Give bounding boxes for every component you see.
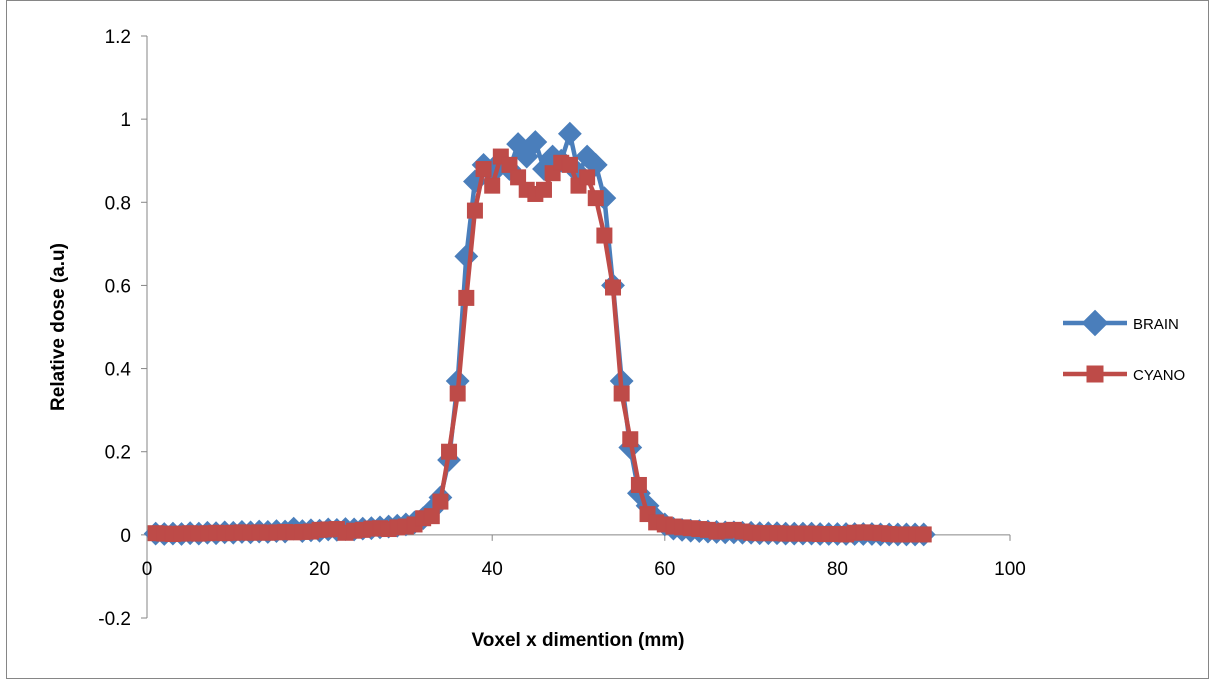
data-point [449,385,466,402]
x-tick-label: 100 [994,559,1026,580]
data-point [915,526,932,543]
x-tick-label: 60 [654,559,675,580]
y-tick-label: 0.6 [105,276,131,297]
data-point [484,177,501,194]
legend-label: BRAIN [1133,316,1179,333]
data-point [523,130,548,154]
data-point [475,161,492,178]
y-tick-label: 0.4 [105,360,132,381]
legend-item-cyano: CYANO [1063,365,1185,384]
legend-marker [1086,365,1104,383]
data-point [596,227,613,244]
legend-marker [1081,309,1109,337]
y-tick-label: 0.2 [105,443,131,464]
data-point [605,279,622,296]
chart-border [6,0,1209,679]
data-point [579,169,596,186]
x-axis-title: Voxel x dimention (mm) [472,630,685,651]
data-point [510,169,527,186]
legend-item-brain: BRAIN [1063,309,1179,337]
data-point [561,156,578,173]
data-point [423,508,440,525]
series-layer [143,121,936,547]
data-point [432,493,449,510]
data-point [557,121,582,146]
x-tick-label: 0 [142,559,153,580]
y-tick-label: 1 [120,110,131,131]
y-tick-label: 0 [120,526,131,547]
x-tick-label: 20 [309,559,330,580]
y-tick-label: -0.2 [98,609,131,630]
data-point [613,385,630,402]
x-tick-label: 80 [827,559,848,580]
legend-label: CYANO [1133,367,1185,384]
legend: BRAIN CYANO [1063,309,1185,384]
y-tick-label: 0.8 [105,193,131,214]
data-point [501,156,518,173]
data-point [466,202,483,219]
data-point [458,289,475,306]
data-point [441,443,458,460]
data-point [587,190,604,207]
data-point [535,181,552,198]
data-point [630,476,647,493]
data-point [622,431,639,448]
x-tick-label: 40 [482,559,503,580]
y-tick-label: 1.2 [105,27,131,48]
data-point [514,144,539,169]
series-cyano [147,148,932,543]
y-axis-title: Relative dose (a.u) [48,243,69,411]
